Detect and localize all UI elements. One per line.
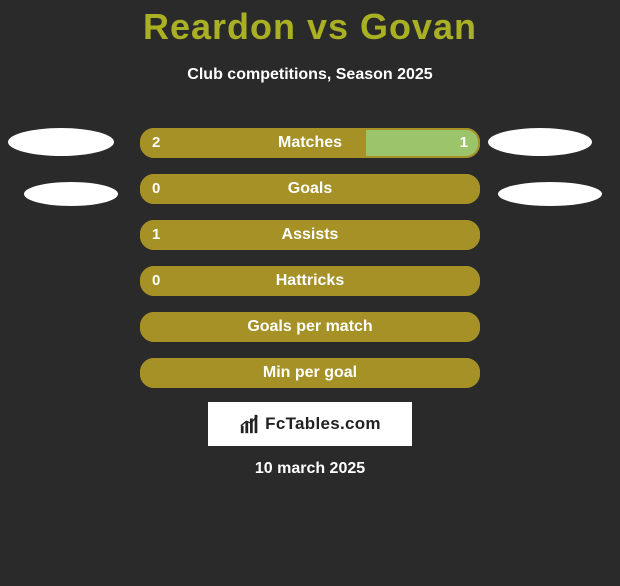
stats-rows: Matches21Goals0Assists1Hattricks0Goals p… xyxy=(0,124,620,400)
avatar-placeholder xyxy=(498,182,602,206)
bar-left xyxy=(140,220,480,250)
bar-left xyxy=(140,128,366,158)
avatar-placeholder xyxy=(24,182,118,206)
brand-text: FcTables.com xyxy=(265,414,381,434)
stat-row: Goals per match xyxy=(0,308,620,354)
page-title: Reardon vs Govan xyxy=(0,6,620,48)
bar-track xyxy=(140,220,480,250)
stat-row: Hattricks0 xyxy=(0,262,620,308)
chart-icon xyxy=(239,413,261,435)
bar-track xyxy=(140,358,480,388)
bar-track xyxy=(140,128,480,158)
stat-value-left: 0 xyxy=(152,174,160,204)
stat-value-left: 0 xyxy=(152,266,160,296)
bar-track xyxy=(140,174,480,204)
stat-value-right: 1 xyxy=(460,128,468,158)
subtitle: Club competitions, Season 2025 xyxy=(0,66,620,84)
bar-track xyxy=(140,312,480,342)
stat-row: Min per goal xyxy=(0,354,620,400)
bar-track xyxy=(140,266,480,296)
bar-left xyxy=(140,312,480,342)
bar-left xyxy=(140,358,480,388)
bar-left xyxy=(140,266,480,296)
brand-badge: FcTables.com xyxy=(208,402,412,446)
stat-value-left: 2 xyxy=(152,128,160,158)
stat-value-left: 1 xyxy=(152,220,160,250)
bar-left xyxy=(140,174,480,204)
date-text: 10 march 2025 xyxy=(0,460,620,478)
avatar-placeholder xyxy=(8,128,114,156)
stat-row: Assists1 xyxy=(0,216,620,262)
avatar-placeholder xyxy=(488,128,592,156)
